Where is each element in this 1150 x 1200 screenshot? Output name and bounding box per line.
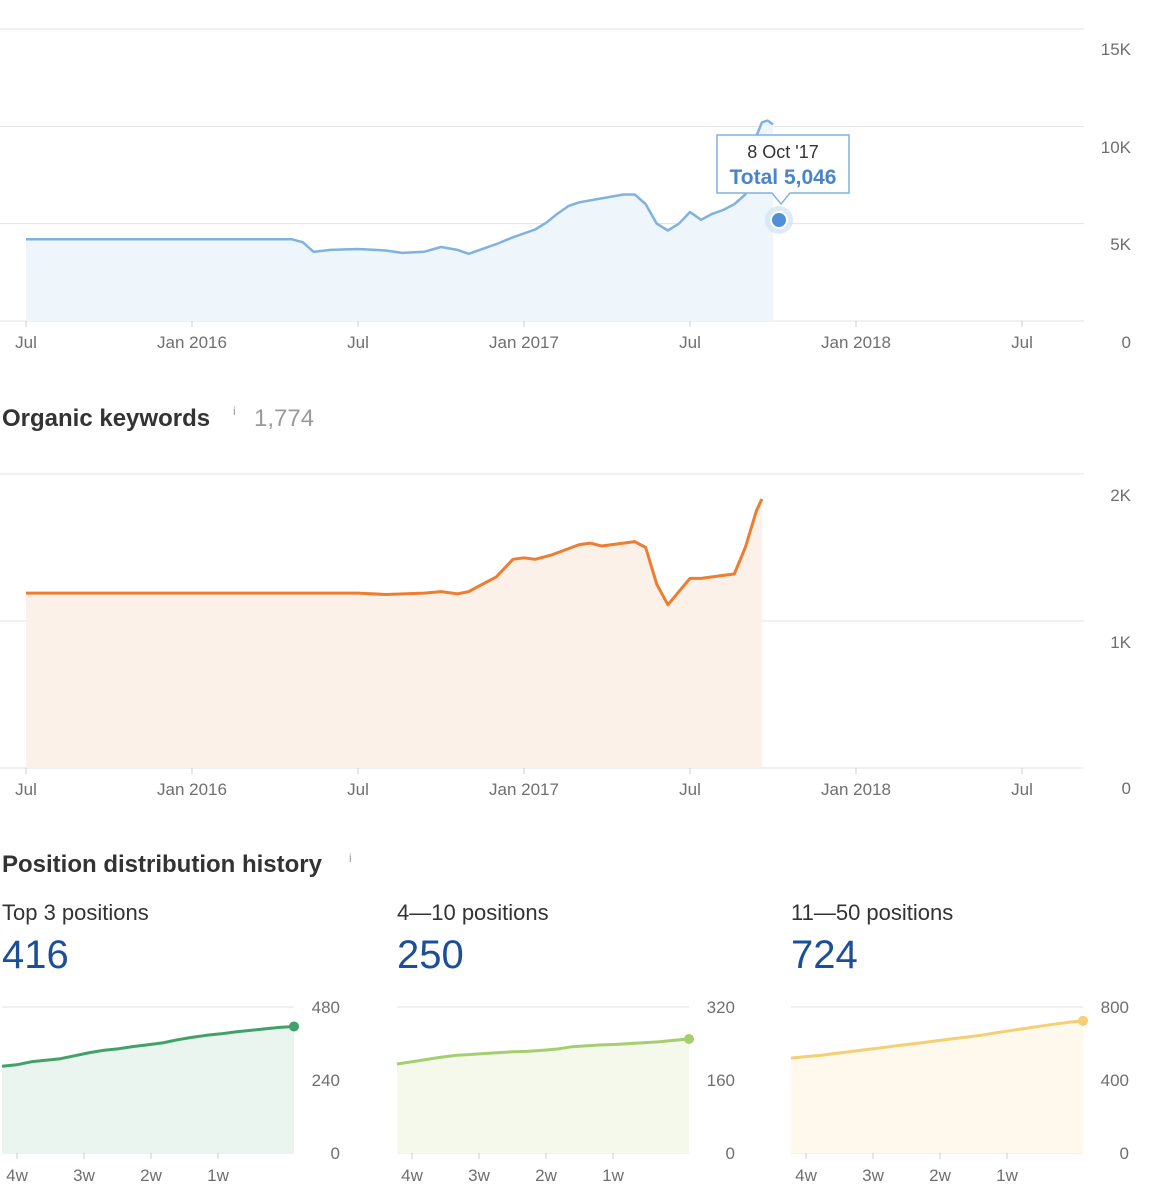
organic-y-tick: 2K	[1110, 486, 1131, 505]
traffic-line	[26, 119, 774, 256]
organic-keywords-section: Organic keywords i 1,774	[2, 404, 314, 432]
panel-area	[2, 1026, 294, 1153]
panel-area	[791, 1020, 1083, 1153]
x-tick-label: Jan 2018	[821, 780, 891, 799]
panel-y-tick: 480	[312, 998, 340, 1017]
x-tick-label: Jul	[679, 780, 701, 799]
panel-line	[396, 1037, 690, 1066]
panel-last-point	[684, 1033, 694, 1044]
organic-y-tick: 1K	[1110, 633, 1131, 652]
position-history-title: Position distribution history	[2, 851, 323, 878]
x-tick-label: Jul	[15, 780, 37, 799]
x-tick-label: Jan 2016	[157, 780, 227, 799]
traffic-y-tick: 15K	[1101, 40, 1132, 59]
panel-x-tick-label: 2w	[535, 1166, 557, 1185]
position-history-section: Position distribution history i	[2, 851, 352, 878]
panel-y-tick: 160	[707, 1071, 735, 1090]
panel-line	[790, 1019, 1084, 1060]
panel-value: 724	[791, 933, 858, 977]
panel-last-point	[289, 1021, 299, 1032]
x-tick-label: Jul	[347, 333, 369, 352]
x-tick-label: Jan 2016	[157, 333, 227, 352]
position-panel-pos11to50: 11—50 positions 724 800 400 0 4w 3w 2w 1w	[790, 900, 1129, 1185]
x-tick-label: Jul	[1011, 333, 1033, 352]
panel-x-tick-label: 2w	[929, 1166, 951, 1185]
organic-keywords-title: Organic keywords	[2, 405, 210, 432]
x-tick-label: Jan 2017	[489, 780, 559, 799]
tooltip-point[interactable]	[770, 211, 788, 229]
panel-label: 4—10 positions	[397, 900, 549, 925]
panel-y-tick: 400	[1101, 1071, 1129, 1090]
position-panel-top3: Top 3 positions 416 480 240 0 4w 3w 2w 1w	[1, 900, 340, 1185]
traffic-tooltip: 8 Oct '17 Total 5,046	[716, 134, 850, 234]
panel-x-tick-label: 3w	[73, 1166, 95, 1185]
panel-value: 416	[2, 933, 69, 977]
panel-x-tick-label: 1w	[996, 1166, 1018, 1185]
x-tick-label: Jul	[1011, 780, 1033, 799]
traffic-y-tick: 10K	[1101, 138, 1132, 157]
organic-keywords-chart: 2K 1K 0 Jul Jan 2016 Jul Jan 2017 Jul Jan 201…	[0, 473, 1132, 799]
tooltip-total: Total 5,046	[730, 166, 837, 189]
panel-y-tick: 240	[312, 1071, 340, 1090]
panel-last-point	[1078, 1015, 1088, 1026]
organic-keywords-line	[26, 498, 764, 607]
panel-x-tick-label: 3w	[468, 1166, 490, 1185]
panel-y-tick: 0	[726, 1144, 735, 1163]
panel-x-tick-label: 2w	[140, 1166, 162, 1185]
traffic-area	[26, 120, 773, 321]
x-tick-label: Jul	[679, 333, 701, 352]
panel-y-tick: 320	[707, 998, 735, 1017]
organic-y-tick: 0	[1122, 779, 1131, 798]
panel-x-tick-label: 4w	[401, 1166, 423, 1185]
panel-y-tick: 0	[1120, 1144, 1129, 1163]
position-history-info-icon[interactable]: i	[349, 851, 352, 865]
panel-x-tick-label: 1w	[207, 1166, 229, 1185]
panel-x-tick-label: 1w	[602, 1166, 624, 1185]
panel-x-tick-label: 4w	[795, 1166, 817, 1185]
x-tick-label: Jan 2018	[821, 333, 891, 352]
panel-x-tick-label: 3w	[862, 1166, 884, 1185]
x-tick-label: Jul	[15, 333, 37, 352]
tooltip-date: 8 Oct '17	[747, 142, 818, 162]
organic-keywords-count: 1,774	[254, 405, 314, 432]
organic-keywords-area	[26, 499, 762, 768]
panel-value: 250	[397, 933, 464, 977]
panel-area	[397, 1038, 689, 1153]
panel-y-tick: 0	[331, 1144, 340, 1163]
organic-keywords-info-icon[interactable]: i	[233, 404, 236, 418]
panel-label: 11—50 positions	[791, 900, 953, 925]
x-tick-label: Jan 2017	[489, 333, 559, 352]
x-tick-label: Jul	[347, 780, 369, 799]
panel-x-tick-label: 4w	[6, 1166, 28, 1185]
traffic-y-tick: 0	[1122, 333, 1131, 352]
traffic-y-tick: 5K	[1110, 235, 1131, 254]
tooltip-box	[716, 134, 850, 206]
position-panel-pos4to10: 4—10 positions 250 320 160 0 4w 3w 2w 1w	[396, 900, 735, 1185]
panel-line	[1, 1025, 295, 1068]
traffic-chart: 15K 10K 5K 0 Jul Jan 2016 Jul Jan 2017 Jul Ja…	[0, 28, 1132, 352]
panel-label: Top 3 positions	[2, 900, 149, 925]
panel-y-tick: 800	[1101, 998, 1129, 1017]
